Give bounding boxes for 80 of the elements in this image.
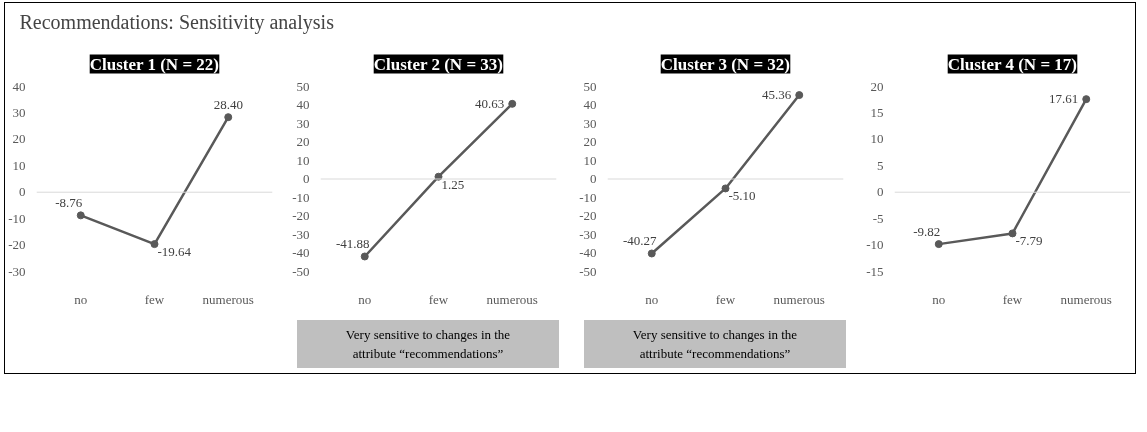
data-label: 45.36 [762, 87, 792, 103]
point [647, 249, 656, 258]
y-tick-label: 40 [12, 78, 26, 94]
point [224, 113, 233, 122]
y-tick-label: 30 [12, 104, 26, 120]
data-label: -8.76 [55, 195, 83, 211]
data-label: 1.25 [441, 176, 465, 192]
point [795, 91, 804, 100]
y-tick-label: -20 [579, 208, 597, 223]
y-tick-label: 40 [296, 97, 310, 112]
y-tick-label: -40 [579, 245, 597, 260]
y-tick-label: 15 [870, 104, 884, 120]
chart-title: Cluster 4 (N = 17) [947, 54, 1078, 74]
y-tick-label: 10 [12, 157, 26, 173]
x-tick-label: numerous [1060, 291, 1112, 307]
y-tick-label: 0 [877, 184, 884, 200]
chart-title: Cluster 2 (N = 33) [373, 54, 504, 74]
data-label: -40.27 [622, 233, 658, 249]
x-tick-label: no [358, 291, 372, 307]
y-tick-label: -10 [579, 189, 597, 205]
y-tick-label: -10 [8, 210, 26, 226]
point [360, 252, 369, 261]
data-label: 17.61 [1049, 91, 1079, 107]
y-tick-label: -15 [866, 263, 884, 279]
y-tick-label: 10 [583, 152, 597, 168]
y-tick-label: 30 [296, 115, 310, 131]
point [150, 240, 159, 249]
x-tick-label: few [715, 291, 736, 307]
y-tick-label: 20 [296, 134, 310, 149]
y-tick-label: -20 [8, 237, 26, 253]
x-tick-label: numerous [773, 291, 825, 307]
x-tick-label: no [645, 291, 659, 307]
data-label: -19.64 [157, 244, 192, 260]
y-tick-label: 0 [19, 184, 26, 200]
y-tick-label: -30 [579, 226, 597, 242]
y-tick-label: -5 [872, 210, 884, 226]
x-tick-label: no [932, 291, 946, 307]
y-tick-label: 50 [296, 78, 310, 94]
y-tick-label: 20 [12, 131, 26, 147]
point [1082, 95, 1091, 104]
y-tick-label: 0 [303, 171, 310, 186]
x-tick-label: few [144, 291, 165, 307]
y-tick-label: 30 [583, 115, 597, 131]
point [76, 211, 85, 220]
y-tick-label: -50 [579, 263, 597, 279]
data-label: -7.79 [1015, 233, 1043, 249]
data-label: -9.82 [913, 224, 941, 240]
chart-title: Cluster 1 (N = 22) [89, 54, 220, 74]
x-tick-label: numerous [202, 291, 254, 307]
text: Very sensitive to changes in the attribute “recommendations” [631, 326, 799, 363]
y-tick-label: -30 [8, 263, 26, 279]
point [1008, 229, 1017, 238]
y-tick-label: -20 [292, 208, 310, 223]
y-tick-label: -10 [292, 189, 310, 205]
y-tick-label: -30 [292, 226, 310, 242]
y-tick-label: -40 [292, 245, 310, 260]
point [934, 240, 943, 249]
data-label: -5.10 [728, 188, 756, 204]
chart-title: Cluster 3 (N = 32) [660, 54, 791, 74]
y-tick-label: 0 [590, 171, 597, 186]
point [508, 99, 517, 108]
y-tick-label: 10 [296, 152, 310, 168]
data-label: -41.88 [335, 236, 370, 252]
data-label: 28.40 [213, 97, 243, 113]
point [721, 184, 730, 193]
y-tick-label: 50 [583, 78, 597, 94]
y-tick-label: 5 [877, 157, 884, 173]
y-tick-label: 20 [583, 134, 597, 149]
x-tick-label: few [428, 291, 449, 307]
y-tick-label: 10 [870, 131, 884, 147]
x-tick-label: no [74, 291, 88, 307]
x-tick-label: numerous [486, 291, 538, 307]
text: Very sensitive to changes in the attribute “recommendations” [344, 326, 512, 363]
data-label: 40.63 [475, 95, 505, 111]
x-tick-label: few [1002, 291, 1023, 307]
y-tick-label: -10 [866, 237, 884, 253]
text: Recommendations: Sensitivity analysis [19, 10, 335, 34]
y-tick-label: 40 [583, 97, 597, 112]
y-tick-label: -50 [292, 263, 310, 279]
y-tick-label: 20 [870, 78, 884, 94]
